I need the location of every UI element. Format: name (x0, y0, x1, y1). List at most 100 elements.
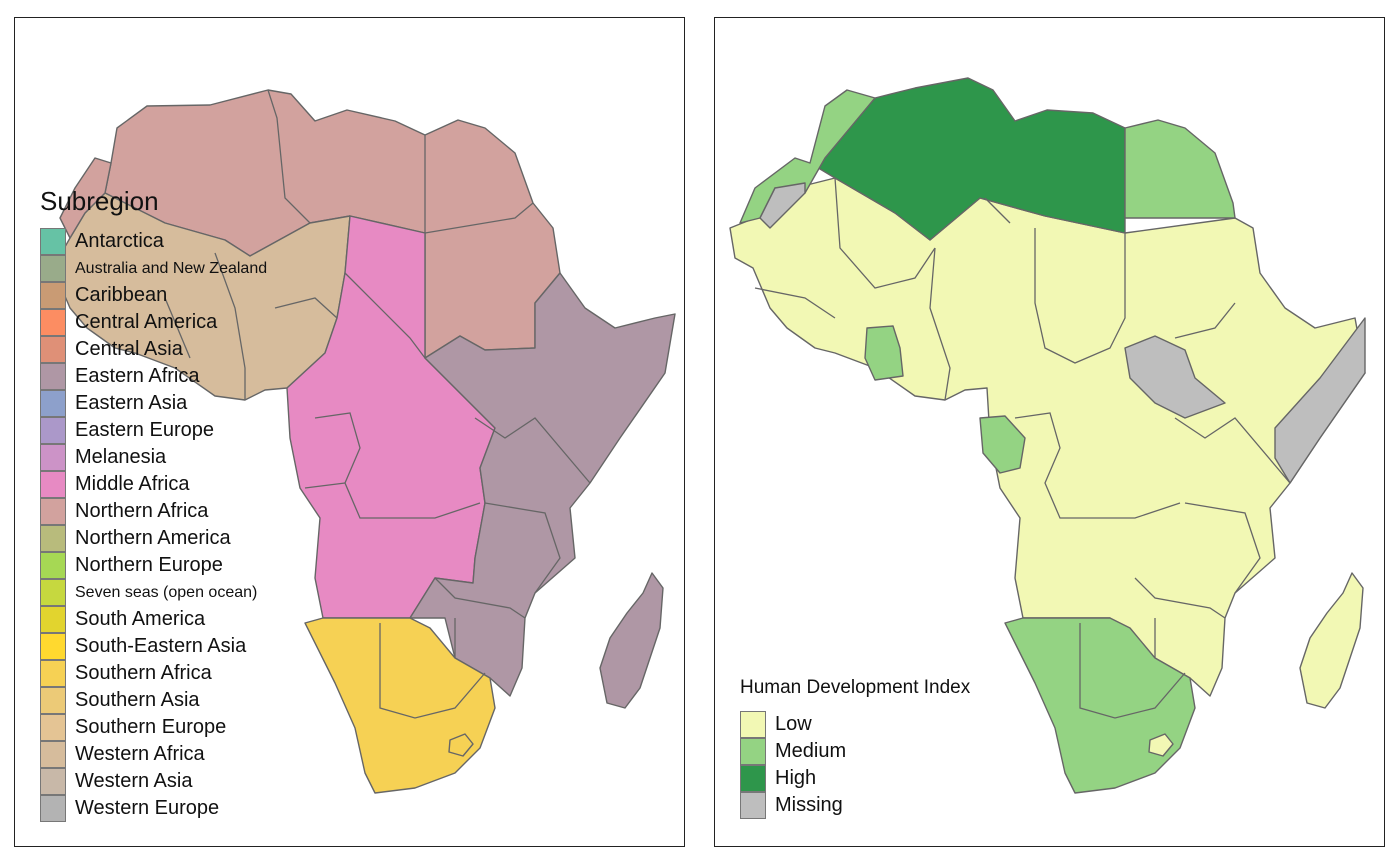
subregion-legend: Subregion Antarctica Australia and New Ze… (40, 186, 267, 822)
legend-label: Melanesia (75, 446, 167, 468)
legend-swatch (40, 390, 66, 417)
legend-label: Missing (775, 794, 843, 816)
region-south-sudan (1124, 335, 1226, 419)
legend-label: Western Europe (75, 797, 220, 819)
legend-label: High (775, 767, 817, 789)
region-egypt (1124, 119, 1236, 219)
legend-label: Eastern Africa (75, 365, 200, 387)
region-madagascar-hdi (1299, 572, 1364, 709)
legend-item: Missing (740, 792, 970, 819)
region-madagascar (599, 572, 664, 709)
legend-swatch (40, 336, 66, 363)
legend-swatch (740, 711, 766, 738)
legend-item: Central America (40, 309, 267, 336)
legend-swatch (40, 633, 66, 660)
region-gabon (979, 415, 1026, 474)
legend-item: Central Asia (40, 336, 267, 363)
legend-label: Central Asia (75, 338, 183, 360)
legend-swatch (740, 738, 766, 765)
legend-label: Eastern Asia (75, 392, 188, 414)
legend-swatch (40, 552, 66, 579)
legend-swatch (40, 714, 66, 741)
legend-swatch (40, 498, 66, 525)
legend-item: Middle Africa (40, 471, 267, 498)
legend-label: Middle Africa (75, 473, 190, 495)
region-ghana (864, 325, 904, 381)
legend-title: Subregion (40, 186, 159, 216)
legend-swatch (40, 579, 66, 606)
legend-swatch (40, 687, 66, 714)
legend-label: Northern Africa (75, 500, 209, 522)
legend-label: Australia and New Zealand (75, 260, 268, 277)
legend-item: Antarctica (40, 228, 267, 255)
hdi-map (729, 77, 1366, 794)
legend-swatch (740, 792, 766, 819)
legend-item: High (740, 765, 970, 792)
legend-swatch (40, 525, 66, 552)
legend-item: Northern Africa (40, 498, 267, 525)
legend-label: Western Africa (75, 743, 205, 765)
legend-label: Caribbean (75, 284, 168, 306)
legend-label: Northern Europe (75, 554, 223, 576)
subregion-map (52, 89, 676, 794)
legend-item: South-Eastern Asia (40, 633, 267, 660)
legend-item: Low (740, 711, 970, 738)
legend-swatch (40, 741, 66, 768)
legend-swatch (40, 768, 66, 795)
legend-item: South America (40, 606, 267, 633)
legend-label: Central America (75, 311, 218, 333)
legend-item: Caribbean (40, 282, 267, 309)
legend-swatch (40, 282, 66, 309)
legend-label: Northern America (75, 527, 231, 549)
region-southern-africa (304, 617, 496, 794)
legend-swatch (40, 363, 66, 390)
legend-item: Southern Africa (40, 660, 267, 687)
legend-label: Eastern Europe (75, 419, 214, 441)
legend-swatch (40, 255, 66, 282)
legend-item: Northern America (40, 525, 267, 552)
hdi-map-panel: Human Development Index Low Medium High Mis… (714, 17, 1385, 847)
legend-label: Seven seas (open ocean) (75, 584, 258, 601)
legend-label: South America (75, 608, 206, 630)
legend-swatch (40, 471, 66, 498)
legend-item: Southern Europe (40, 714, 267, 741)
region-eastern-africa (409, 272, 676, 697)
legend-swatch (40, 309, 66, 336)
legend-item: Eastern Asia (40, 390, 267, 417)
legend-swatch (40, 795, 66, 822)
region-western-sahara (759, 182, 806, 229)
legend-label: Low (775, 713, 812, 735)
legend-item: Western Africa (40, 741, 267, 768)
region-lesotho-hdi (1148, 733, 1174, 757)
legend-swatch (40, 444, 66, 471)
legend-item: Medium (740, 738, 970, 765)
legend-swatch (740, 765, 766, 792)
legend-swatch (40, 417, 66, 444)
legend-label: Southern Africa (75, 662, 212, 684)
legend-swatch (40, 660, 66, 687)
region-morocco (59, 157, 112, 239)
legend-items: Low Medium High Missing (740, 711, 970, 819)
region-southern-africa-hdi (1004, 617, 1196, 794)
legend-label: Medium (775, 740, 847, 762)
legend-item: Melanesia (40, 444, 267, 471)
legend-item: Eastern Europe (40, 417, 267, 444)
legend-swatch (40, 228, 66, 255)
hdi-legend: Human Development Index Low Medium High Mis… (740, 676, 970, 819)
legend-swatch (40, 606, 66, 633)
legend-label: Southern Asia (75, 689, 200, 711)
legend-item: Western Europe (40, 795, 267, 822)
legend-item: Eastern Africa (40, 363, 267, 390)
legend-label: Antarctica (75, 230, 164, 252)
internal-borders-right (754, 177, 1291, 719)
legend-label: Southern Europe (75, 716, 227, 738)
legend-item: Northern Europe (40, 552, 267, 579)
region-somalia (1274, 317, 1366, 484)
legend-label: South-Eastern Asia (75, 635, 247, 657)
legend-item: Australia and New Zealand (40, 255, 267, 282)
legend-item: Western Asia (40, 768, 267, 795)
region-lesotho (448, 733, 474, 757)
region-high-hdi (809, 77, 1126, 241)
legend-item: Southern Asia (40, 687, 267, 714)
legend-item: Seven seas (open ocean) (40, 579, 267, 606)
